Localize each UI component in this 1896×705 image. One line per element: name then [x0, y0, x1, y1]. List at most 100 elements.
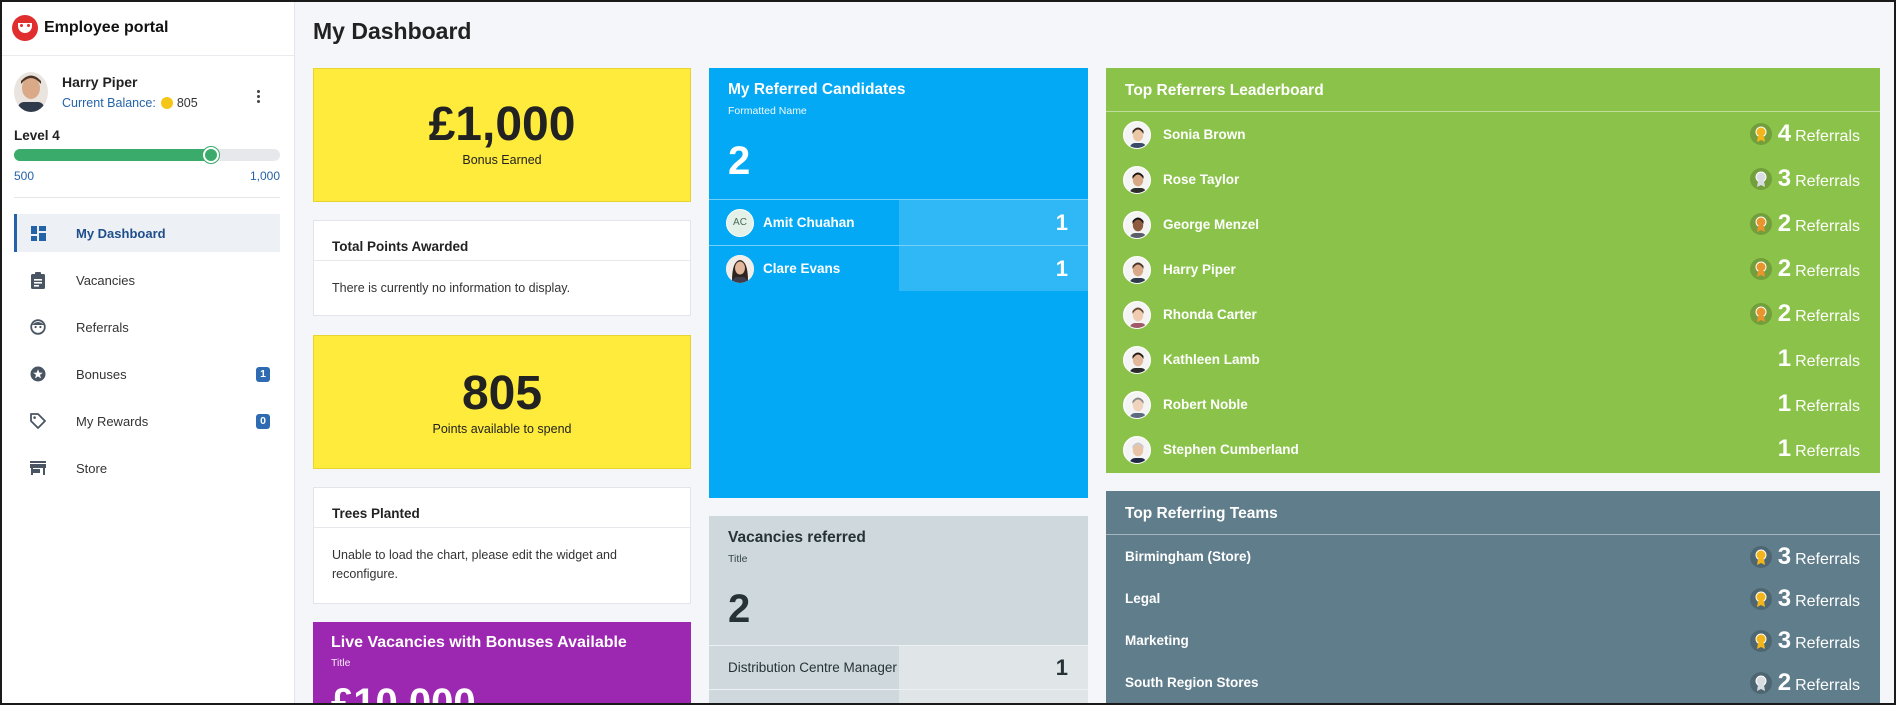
referrer-name: Stephen Cumberland	[1163, 442, 1299, 457]
app-title: Employee portal	[44, 18, 169, 36]
leaderboard-row[interactable]: George Menzel 2 Referrals	[1106, 202, 1880, 247]
referral-count: 4	[1777, 120, 1792, 147]
level-label: Level 4	[14, 128, 60, 143]
leaderboard-title: Top Referrers Leaderboard	[1106, 68, 1880, 112]
leaderboard-row[interactable]: Rose Taylor 3 Referrals	[1106, 157, 1880, 202]
leaderboard-row[interactable]: Harry Piper 2 Referrals	[1106, 247, 1880, 292]
sidebar-item-my-rewards[interactable]: My Rewards 0	[14, 402, 280, 440]
candidate-row[interactable]: Clare Evans 1	[709, 245, 1088, 291]
total-points-card[interactable]: Total Points Awarded There is currently …	[313, 220, 691, 316]
referred-candidates-title: My Referred Candidates	[728, 81, 906, 98]
candidate-row[interactable]: AC Amit Chuahan 1	[709, 199, 1088, 245]
vacancy-row[interactable]: 1	[709, 689, 1088, 705]
medal-silver-icon	[1749, 672, 1772, 694]
referral-count: 3	[1777, 627, 1792, 654]
candidate-bar	[899, 246, 1088, 291]
medal-gold-icon	[1749, 546, 1772, 568]
live-vacancies-subtitle: Title	[331, 657, 351, 669]
team-name: Legal	[1125, 590, 1161, 606]
referral-count: 1	[1777, 345, 1792, 372]
user-profile: Harry Piper Current Balance: 805	[0, 56, 294, 128]
team-row[interactable]: Marketing 3 Referrals	[1106, 619, 1880, 661]
sidebar-item-label: Referrals	[76, 319, 129, 335]
sidebar-item-referrals[interactable]: Referrals	[14, 308, 280, 346]
team-row[interactable]: Legal 3 Referrals	[1106, 577, 1880, 619]
referral-count: 2	[1777, 300, 1792, 327]
trees-planted-card[interactable]: Trees Planted Unable to load the chart, …	[313, 487, 691, 604]
candidate-avatar	[726, 254, 754, 283]
referral-count-group: 1 Referrals	[1778, 345, 1860, 373]
leaderboard-card[interactable]: Top Referrers Leaderboard Sonia Brown 4 Re…	[1106, 68, 1880, 473]
sidebar-item-store[interactable]: Store	[14, 449, 280, 487]
referral-word: Referrals	[1795, 173, 1860, 190]
referrer-name: Harry Piper	[1163, 262, 1236, 277]
vacancies-referred-title: Vacancies referred	[728, 529, 866, 546]
teams-title: Top Referring Teams	[1106, 491, 1880, 535]
vacancies-referred-subtitle: Title	[728, 553, 748, 565]
leaderboard-row[interactable]: Sonia Brown 4 Referrals	[1106, 112, 1880, 157]
referred-candidates-subtitle: Formatted Name	[728, 105, 807, 117]
vacancy-row[interactable]: Distribution Centre Manager 1	[709, 645, 1088, 689]
vacancy-bar	[899, 690, 1088, 705]
leaderboard-row[interactable]: Rhonda Carter 2 Referrals	[1106, 292, 1880, 337]
referral-count-group: 2 Referrals	[1749, 255, 1860, 283]
sidebar-item-label: Vacancies	[76, 272, 136, 288]
balance-value: 805	[176, 96, 198, 110]
page-title: My Dashboard	[313, 18, 472, 44]
referred-candidates-card[interactable]: My Referred Candidates Formatted Name 2 …	[709, 68, 1088, 498]
referred-candidates-total: 2	[728, 139, 751, 183]
leaderboard-row[interactable]: Robert Noble 1 Referrals	[1106, 382, 1880, 427]
medal-gold-icon	[1749, 123, 1772, 145]
referrer-avatar	[1123, 165, 1151, 194]
referral-count: 2	[1777, 255, 1792, 282]
referral-count-group: 2 Referrals	[1749, 300, 1860, 328]
vacancy-value: 1	[1055, 655, 1068, 680]
referral-count: 1	[1777, 390, 1792, 417]
user-balance: Current Balance: 805	[62, 96, 198, 110]
candidate-name: Amit Chuahan	[763, 215, 855, 230]
medal-silver-icon	[1749, 168, 1772, 190]
sidebar-item-label: My Dashboard	[76, 225, 166, 241]
team-row[interactable]: South Region Stores 2 Referrals	[1106, 661, 1880, 703]
candidate-value: 1	[1055, 256, 1068, 281]
referral-count: 3	[1777, 543, 1792, 570]
leaderboard-row[interactable]: Kathleen Lamb 1 Referrals	[1106, 337, 1880, 382]
bonus-earned-card[interactable]: £1,000 Bonus Earned	[313, 68, 691, 202]
points-available-card[interactable]: 805 Points available to spend	[313, 335, 691, 469]
referrer-avatar	[1123, 435, 1151, 464]
teams-card[interactable]: Top Referring Teams Birmingham (Store) 3 R…	[1106, 491, 1880, 705]
sidebar-item-my-dashboard[interactable]: My Dashboard	[14, 214, 280, 252]
vacancy-name: Distribution Centre Manager	[728, 660, 897, 675]
referrer-avatar	[1123, 345, 1151, 374]
sidebar-item-label: My Rewards	[76, 413, 149, 429]
brand[interactable]: Employee portal	[0, 0, 294, 56]
referral-count: 1	[1777, 435, 1792, 462]
referral-word: Referrals	[1795, 218, 1860, 235]
points-label: Points available to spend	[432, 422, 572, 436]
referral-count-group: 3 Referrals	[1749, 585, 1860, 613]
sidebar-item-vacancies[interactable]: Vacancies	[14, 261, 280, 299]
referral-word: Referrals	[1795, 593, 1860, 610]
live-vacancies-card[interactable]: Live Vacancies with Bonuses Available Ti…	[313, 622, 691, 705]
referral-count-group: 3 Referrals	[1749, 543, 1860, 571]
level-progress-bar	[14, 147, 280, 163]
store-icon	[28, 461, 48, 475]
sidebar-item-bonuses[interactable]: Bonuses 1	[14, 355, 280, 393]
team-row[interactable]: Birmingham (Store) 3 Referrals	[1106, 535, 1880, 577]
vacancies-referred-total: 2	[728, 587, 751, 631]
referral-word: Referrals	[1795, 353, 1860, 370]
vacancies-referred-card[interactable]: Vacancies referred Title 2 Distribution …	[709, 516, 1088, 705]
total-points-message: There is currently no information to dis…	[332, 281, 571, 295]
rewards-count-badge: 0	[256, 414, 270, 429]
sidebar-divider	[14, 197, 280, 198]
bonus-value: £1,000	[428, 98, 576, 151]
referral-count-group: 2 Referrals	[1749, 669, 1860, 697]
leaderboard-row[interactable]: Stephen Cumberland 1 Referrals	[1106, 427, 1880, 472]
referral-word: Referrals	[1795, 635, 1860, 652]
live-vacancies-value: £10,000	[331, 681, 476, 705]
referral-word: Referrals	[1795, 551, 1860, 568]
bonuses-count-badge: 1	[256, 367, 270, 382]
referral-count-group: 1 Referrals	[1778, 435, 1860, 463]
user-menu-kebab-icon[interactable]	[250, 86, 266, 106]
face-icon	[28, 319, 48, 335]
